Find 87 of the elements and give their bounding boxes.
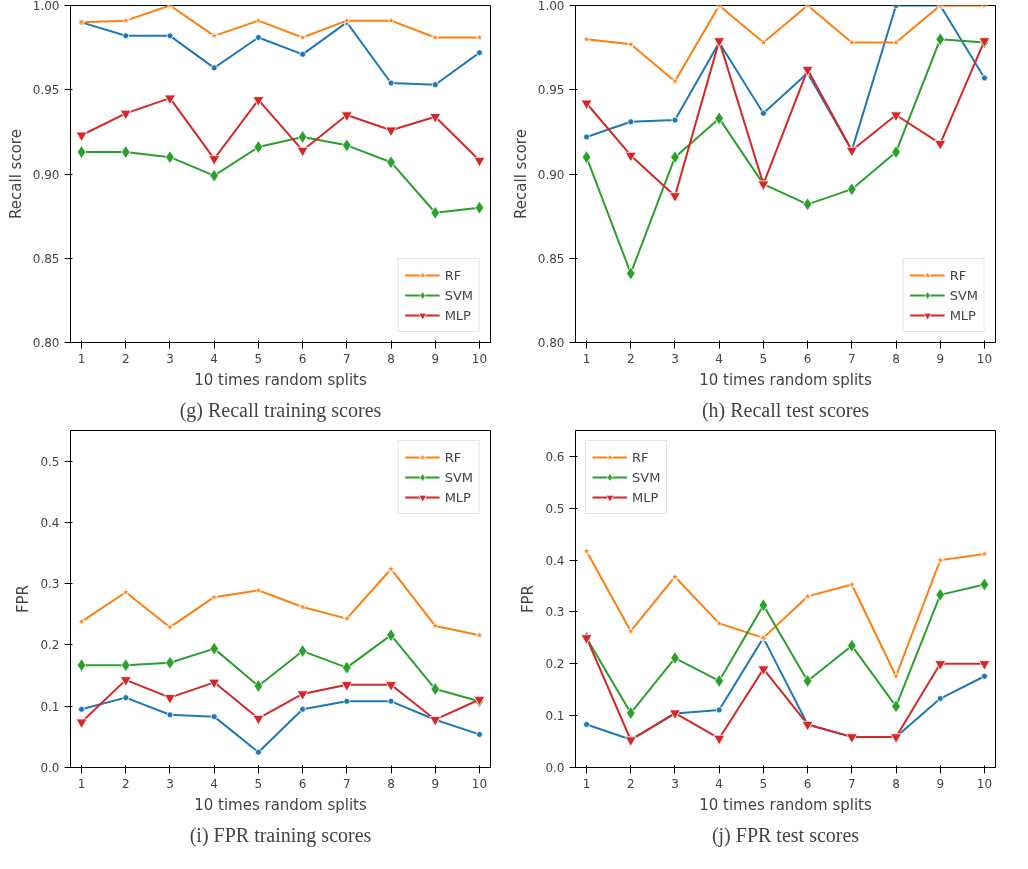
y-tick-label: 0.5: [545, 501, 565, 516]
x-tick-label: 1: [77, 776, 86, 791]
x-tick-label: 3: [671, 351, 679, 366]
x-tick-label: 4: [715, 351, 724, 366]
text: (h) Recall test scores: [701, 398, 870, 422]
y-tick-label: 0.85: [32, 251, 60, 266]
x-tick-label: 1: [582, 776, 591, 791]
x-tick-label: 9: [936, 351, 945, 366]
legend-label: RF: [949, 267, 968, 283]
text: (i) FPR training scores: [189, 823, 372, 847]
x-tick-label: 7: [848, 351, 856, 366]
x-tick-label: 2: [121, 351, 130, 366]
y-tick-label: 0.6: [545, 449, 565, 464]
legend-label: RF: [632, 449, 650, 465]
x-tick-label: 4: [210, 776, 219, 791]
x-tick-label: 9: [431, 776, 440, 791]
legend-label: SVM: [444, 287, 473, 303]
y-tick-label: 0.3: [40, 577, 60, 592]
legend-label: RF: [444, 267, 463, 283]
x-axis-title: 10 times random splits: [699, 795, 872, 814]
y-tick-label: 1.00: [537, 0, 565, 13]
x-tick-label: 8: [892, 776, 900, 791]
x-tick-label: 2: [626, 776, 635, 791]
x-tick-label: 7: [343, 776, 351, 791]
x-tick-label: 10: [976, 351, 993, 366]
x-tick-label: 8: [387, 776, 395, 791]
x-axis-title: 10 times random splits: [699, 370, 872, 389]
y-tick-label: 0.5: [40, 454, 60, 469]
y-axis-title: Recall score: [511, 129, 530, 219]
y-tick-label: 0.90: [537, 167, 565, 182]
y-tick-label: 1.00: [32, 0, 60, 13]
x-tick-label: 2: [121, 776, 130, 791]
x-tick-label: 10: [471, 351, 488, 366]
y-tick-label: 0.1: [40, 699, 60, 714]
x-tick-label: 5: [254, 351, 263, 366]
y-tick-label: 0.80: [537, 336, 565, 350]
y-tick-label: 0.3: [545, 605, 565, 620]
y-tick-label: 0.95: [32, 83, 60, 98]
x-tick-label: 5: [254, 776, 263, 791]
x-tick-label: 6: [298, 351, 307, 366]
legend-label: SVM: [632, 469, 661, 485]
x-tick-label: 7: [848, 776, 856, 791]
x-tick-label: 3: [671, 776, 679, 791]
x-axis-title: 10 times random splits: [194, 795, 367, 814]
x-tick-label: 4: [210, 351, 219, 366]
x-tick-label: 10: [976, 776, 993, 791]
x-tick-label: 7: [343, 351, 351, 366]
y-axis-title: FPR: [14, 584, 33, 614]
x-tick-label: 9: [936, 776, 945, 791]
legend-label: MLP: [444, 307, 471, 323]
x-tick-label: 5: [759, 351, 768, 366]
x-tick-label: 4: [715, 776, 724, 791]
text: (g) Recall training scores: [179, 398, 382, 422]
y-tick-label: 0.2: [545, 657, 565, 672]
y-tick-label: 0.80: [32, 336, 60, 350]
legend-label: SVM: [949, 287, 978, 303]
y-tick-label: 0.85: [537, 251, 565, 266]
x-tick-label: 8: [892, 351, 900, 366]
y-tick-label: 0.4: [545, 553, 565, 568]
x-tick-label: 6: [298, 776, 307, 791]
y-tick-label: 0.1: [545, 709, 565, 724]
legend-label: RF: [444, 449, 463, 465]
x-tick-label: 9: [431, 351, 440, 366]
x-tick-label: 1: [77, 351, 86, 366]
x-tick-label: 5: [759, 776, 768, 791]
y-tick-label: 0.95: [537, 83, 565, 98]
x-tick-label: 10: [471, 776, 488, 791]
legend-label: MLP: [949, 307, 976, 323]
legend-label: MLP: [444, 489, 471, 505]
x-tick-label: 1: [582, 351, 591, 366]
x-axis-title: 10 times random splits: [194, 370, 367, 389]
y-tick-label: 0.90: [32, 167, 60, 182]
x-tick-label: 8: [387, 351, 395, 366]
y-tick-label: 0.0: [545, 761, 565, 775]
y-tick-label: 0.4: [40, 515, 60, 530]
x-tick-label: 3: [166, 776, 174, 791]
y-axis-title: Recall score: [6, 129, 25, 219]
y-axis-title: FPR: [519, 584, 538, 614]
x-tick-label: 6: [803, 351, 812, 366]
text: (j) FPR test scores: [711, 823, 860, 847]
x-tick-label: 2: [626, 351, 635, 366]
x-tick-label: 6: [803, 776, 812, 791]
y-tick-label: 0.2: [40, 638, 60, 653]
y-tick-label: 0.0: [40, 761, 60, 775]
legend-label: SVM: [444, 469, 473, 485]
x-tick-label: 3: [166, 351, 174, 366]
legend-label: MLP: [632, 489, 659, 505]
